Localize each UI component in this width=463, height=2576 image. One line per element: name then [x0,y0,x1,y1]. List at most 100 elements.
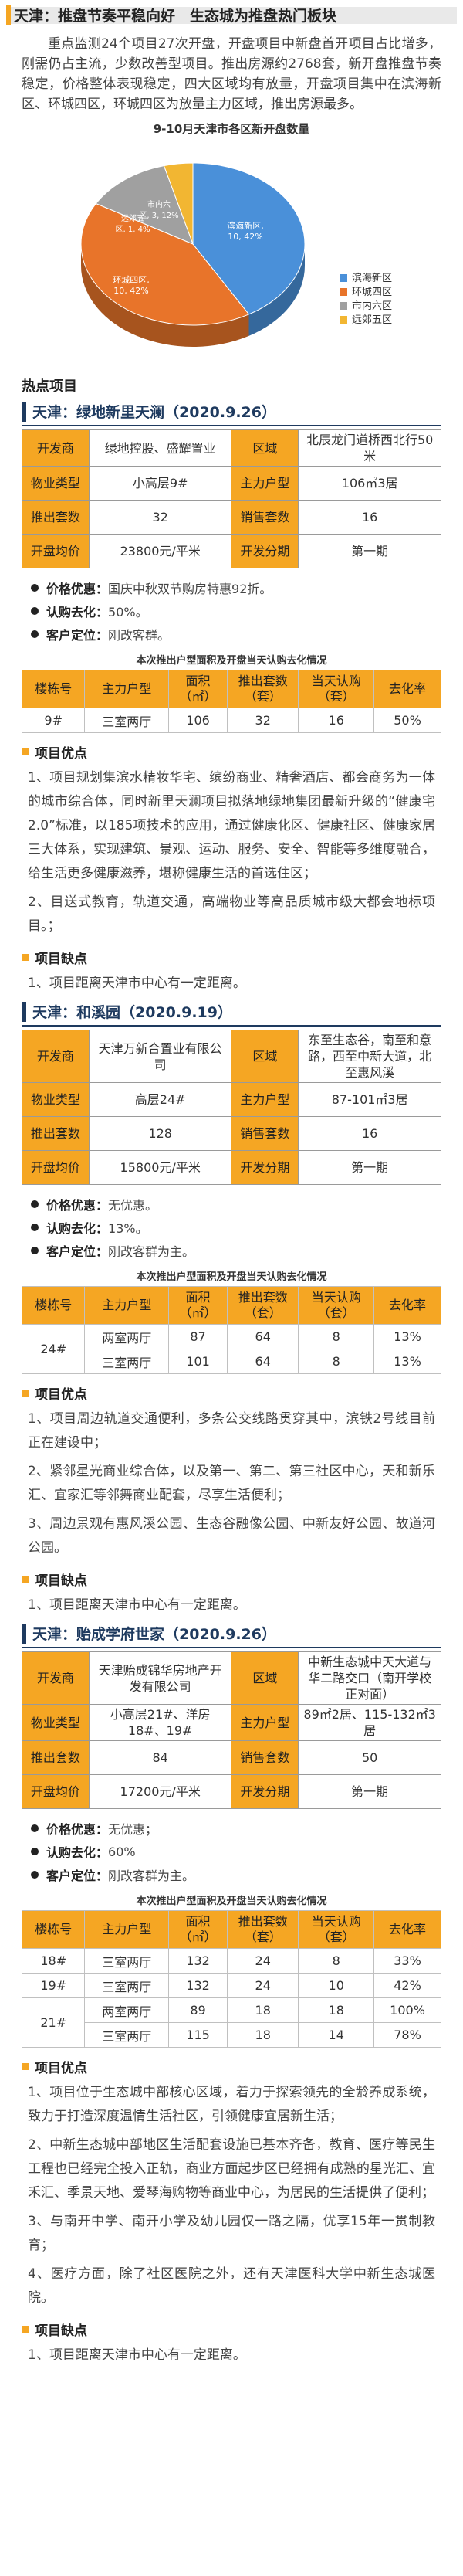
units-cell: 9# [21,708,86,733]
pros-paragraph: 1、项目周边轨道交通便利，多条公交线路贯穿其中，滨铁2号线目前正在建设中； [28,1411,435,1451]
bullet-key: 客户定位： [46,1868,109,1883]
units-header-cell: 面积（㎡） [168,1286,228,1325]
units-row: 三室两厅 115 18 14 78% [22,2022,441,2048]
info-row: 物业类型 高层24# 主力户型 87-101㎡3居 [22,1082,441,1117]
project-info-table: 开发商 天津万新合置业有限公司 区域 东至生态谷，南至和意路，西至中新大道，北至惠风溪… [22,1030,441,1185]
info-value: 89㎡2居、115-132㎡3居 [298,1704,441,1741]
project-title: 天津：贻成学府世家（2020.9.26） [32,1626,276,1643]
info-row: 开盘均价 15800元/平米 开发分期 第一期 [22,1150,441,1185]
units-cell: 8 [298,1324,375,1349]
project-bullets: 价格优惠： 国庆中秋双节购房特惠92折。 认购去化： 50%。 客户定位： 刚改客群。 [31,576,432,646]
info-key: 开发商 [22,1651,90,1705]
intro-paragraph: 重点监测24个项目27次开盘，开盘项目中新盘首开项目占比增多，刚需仍占主流，少数… [22,36,441,112]
pros-title: 项目优点 [35,746,87,762]
pros-paragraph: 2、目送式教育，轨道交通，高端物业等高品质城市级大都会地标项目。； [28,894,435,934]
cons-paragraph: 1、项目距离天津市中心有一定距离。 [28,976,246,991]
info-key: 开发分期 [231,1774,299,1809]
bullet-dot-icon [31,1848,39,1855]
units-cell: 18 [298,1997,375,2023]
bullet-dot-icon [31,1247,39,1254]
hot-projects-heading: 热点项目 [22,378,77,395]
info-value: 23800元/平米 [88,534,232,568]
bullet-key: 客户定位： [46,628,109,643]
info-value: 小高层21#、洋房18#、19# [88,1704,232,1741]
bullet-item: 价格优惠： 无优惠。 [31,1193,432,1216]
pros-paragraph: 2、中新生态城中部地区生活配套设施已基本齐备，教育、医疗等民生工程也已经完全投入… [28,2137,435,2201]
units-header-row: 楼栋号 主力户型 面积（㎡） 推出套数（套） 当天认购（套） 去化率 [21,1286,441,1325]
square-bullet-icon [22,1576,29,1583]
pros-paragraph: 4、医疗方面，除了社区医院之外，还有天津医科大学中新生态城医院。 [28,2266,435,2306]
info-value: 128 [88,1116,232,1151]
units-cell: 64 [227,1349,299,1374]
info-value: 32 [88,500,232,535]
units-cell: 8 [298,1948,375,1974]
units-cell: 18 [227,1997,299,2023]
cons-paragraph: 1、项目距离天津市中心有一定距离。 [28,2347,246,2363]
cons-heading: 项目缺点 [22,948,441,967]
info-key: 主力户型 [231,1704,299,1741]
units-header-cell: 面积（㎡） [168,670,228,708]
pie-data-label-3: 远郊五区, 1, 4% [116,213,150,234]
legend-swatch-1 [340,288,347,296]
units-header-cell: 楼栋号 [21,1910,86,1949]
units-cell: 132 [168,1973,228,1998]
units-cell: 33% [373,1948,441,1974]
info-value: 第一期 [298,534,441,568]
units-cell: 13% [373,1349,441,1374]
pros-paragraph: 1、项目规划集滨水精妆华宅、缤纷商业、精奢酒店、都会商务为一体的城市综合体，同时… [28,770,435,881]
info-row: 开盘均价 23800元/平米 开发分期 第一期 [22,534,441,568]
legend-label-0: 滨海新区 [352,272,392,284]
info-key: 主力户型 [231,1082,299,1117]
info-key: 推出套数 [22,1740,90,1775]
legend-label-1: 环城四区 [352,287,392,298]
info-value: 16 [298,1116,441,1151]
units-cell: 24 [227,1973,299,1998]
pros-paragraph: 3、周边景观有惠风溪公园、生态谷融像公园、中新友好公园、故道河公园。 [28,1516,435,1556]
info-value: 87-101㎡3居 [298,1082,441,1117]
info-key: 开发商 [22,1030,90,1083]
info-value: 84 [88,1740,232,1775]
units-header-cell: 推出套数（套） [227,1910,299,1949]
units-cell: 三室两厅 [84,2022,170,2048]
info-value: 北辰龙门道桥西北行50米 [298,429,441,467]
units-cell: 32 [227,708,299,733]
bullet-key: 价格优惠： [46,1198,109,1213]
info-row: 推出套数 32 销售套数 16 [22,500,441,535]
pros-heading: 项目优点 [22,742,441,762]
project-title-mark [22,1002,26,1022]
bullet-value: 60% [108,1844,136,1859]
units-row: 24# 两室两厅 87 64 8 13% [21,1324,441,1374]
bullet-key: 认购去化： [46,1221,109,1236]
units-header-cell: 面积（㎡） [168,1910,228,1949]
units-row: 21# 两室两厅 89 18 18 100% [21,1997,441,2048]
bullet-key: 认购去化： [46,1845,109,1860]
units-table-caption: 本次推出户型面积及开盘当天认购去化情况 [136,1896,327,1907]
page-title: 天津：推盘节奏平稳向好 生态城为推盘热门板块 [14,7,337,25]
units-cell: 42% [373,1973,441,1998]
units-cell: 50% [373,708,441,733]
project-bullets: 价格优惠： 无优惠。 认购去化： 13%。 客户定位： 刚改客群为主。 [31,1193,432,1262]
info-key: 开发商 [22,429,90,467]
project-info-table: 开发商 天津贻成锦华房地产开发有限公司 区域 中新生态城中天大道与华二路交口（南开学校… [22,1651,441,1809]
cons-title: 项目缺点 [35,952,87,967]
bullet-dot-icon [31,1224,39,1231]
units-cell: 78% [373,2022,441,2048]
info-row: 开发商 天津万新合置业有限公司 区域 东至生态谷，南至和意路，西至中新大道，北至惠风溪 [22,1030,441,1083]
square-bullet-icon [22,2063,29,2070]
info-value: 50 [298,1740,441,1775]
units-header-row: 楼栋号 主力户型 面积（㎡） 推出套数（套） 当天认购（套） 去化率 [21,670,441,708]
units-cell: 13% [373,1324,441,1349]
units-cell: 两室两厅 [84,1324,170,1349]
units-header-row: 楼栋号 主力户型 面积（㎡） 推出套数（套） 当天认购（套） 去化率 [21,1910,441,1949]
pie-data-label-2: 市内六区, 3, 12% [139,199,178,220]
units-cell: 19# [21,1973,86,1998]
info-value: 17200元/平米 [88,1774,232,1809]
units-header-cell: 推出套数（套） [227,670,299,708]
units-cell: 18# [21,1948,86,1974]
info-key: 开盘均价 [22,1150,90,1185]
info-key: 区域 [231,1651,299,1705]
bullet-value: 刚改客群为主。 [108,1244,195,1259]
bullet-item: 客户定位： 刚改客群。 [31,623,432,646]
header-background [6,7,457,24]
